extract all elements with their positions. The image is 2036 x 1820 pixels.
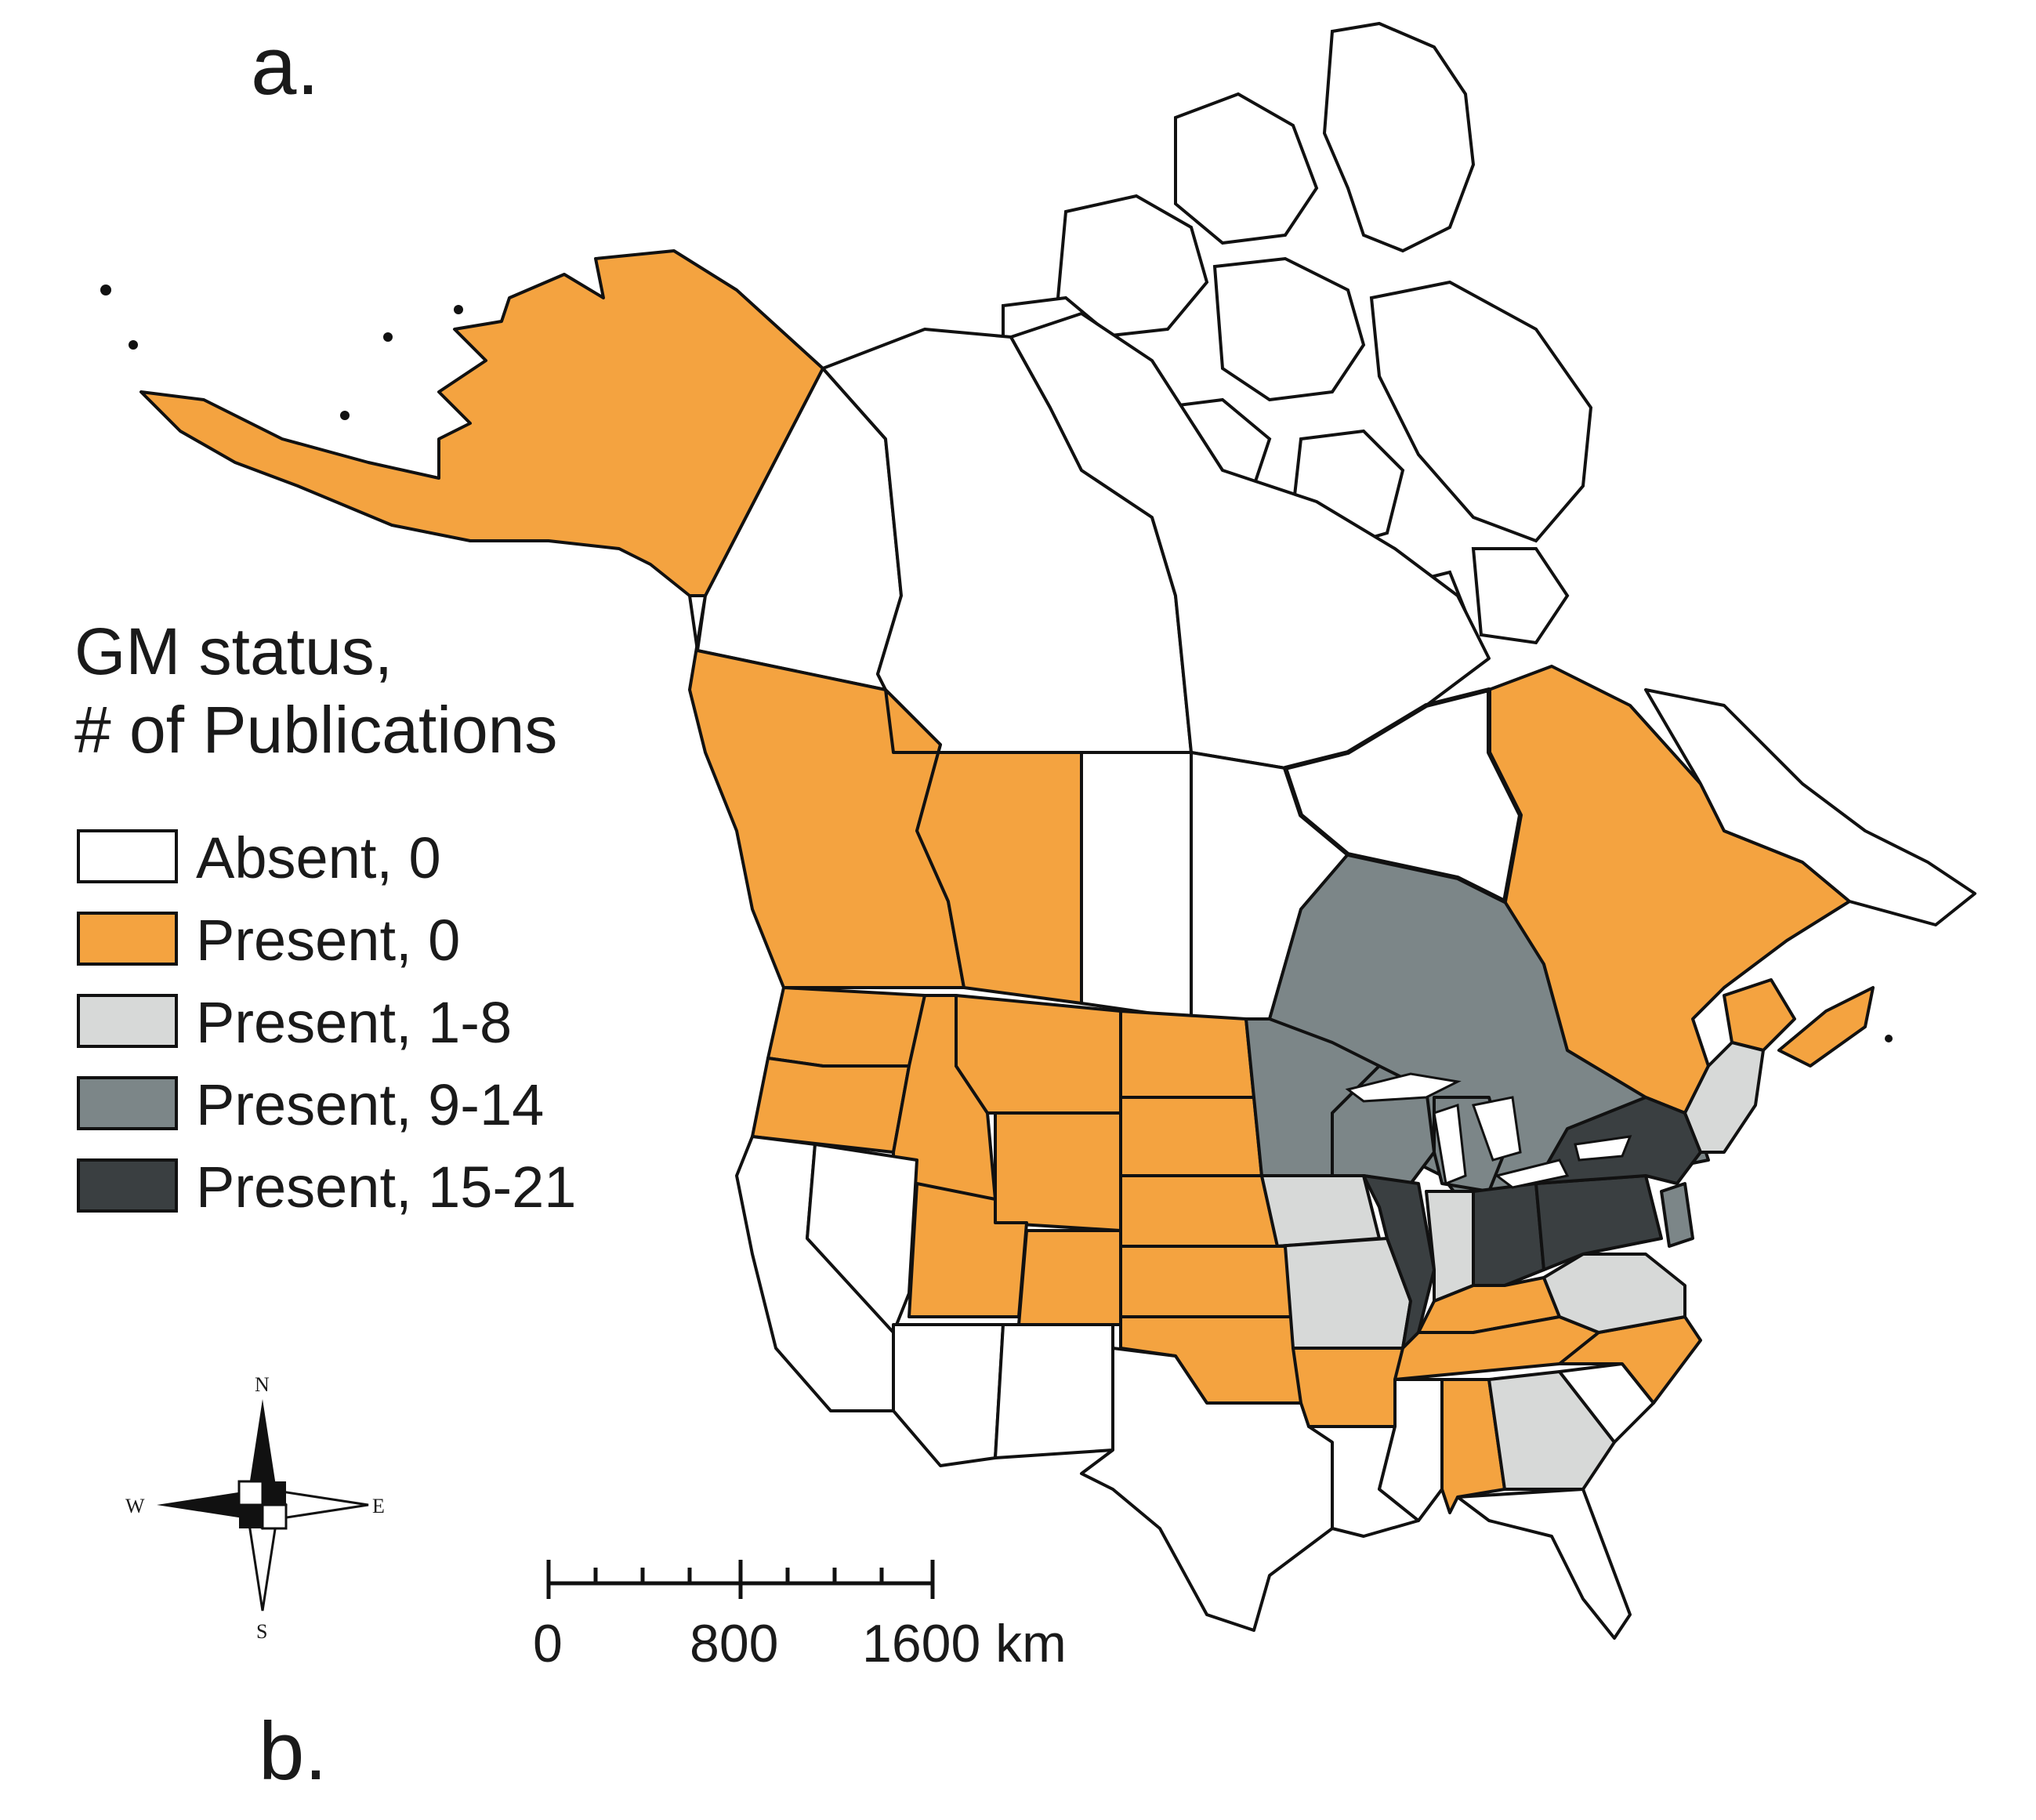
region-north-dakota (1119, 1010, 1255, 1099)
region-new-england (1683, 1041, 1765, 1154)
legend-label-present-9-14: Present, 9-14 (196, 1072, 544, 1137)
legend-item-present-15-21: Present, 15-21 (77, 1155, 576, 1220)
legend-title-line1: GM status, (74, 615, 393, 688)
panel-label-b: b. (259, 1706, 328, 1797)
coastline-hudson-bay (1283, 687, 1523, 904)
legend-label-absent: Absent, 0 (196, 825, 441, 890)
legend-label-present-0: Present, 0 (196, 908, 460, 973)
region-new-mexico (994, 1323, 1114, 1459)
scale-tick-0: 0 (533, 1614, 563, 1673)
region-texas (1080, 1347, 1334, 1632)
legend-label-present-15-21: Present, 15-21 (196, 1155, 576, 1220)
region-missouri (1276, 1237, 1412, 1350)
region-nevada (806, 1143, 918, 1334)
region-utah (908, 1182, 1028, 1318)
scale-bar (546, 1560, 935, 1599)
region-washington (766, 986, 926, 1068)
legend-item-present-0: Present, 0 (77, 908, 460, 973)
small-islands (100, 285, 1893, 1042)
compass-west-label: W (125, 1495, 145, 1517)
legend-swatch-present-1-8 (77, 994, 178, 1048)
legend-swatch-present-15-21 (77, 1158, 178, 1213)
great-lakes (1345, 1072, 1632, 1189)
scale-tick-1600: 1600 km (862, 1614, 1067, 1673)
legend-item-present-1-8: Present, 1-8 (77, 990, 512, 1055)
legend: GM status, # of Publications Absent, 0 P… (74, 615, 576, 1220)
region-wyoming (994, 1111, 1122, 1232)
compass-rose-icon: N S E W (125, 1373, 385, 1643)
region-new-brunswick (1723, 978, 1796, 1052)
legend-item-present-9-14: Present, 9-14 (77, 1072, 544, 1137)
legend-swatch-absent (77, 829, 178, 883)
region-alberta (884, 688, 1083, 1005)
compass-east-label: E (372, 1495, 385, 1517)
panel-label-a: a. (251, 20, 320, 112)
region-newfoundland-labrador (1644, 688, 1976, 926)
compass-south-label: S (256, 1620, 267, 1643)
region-arkansas (1292, 1347, 1404, 1428)
region-kansas (1119, 1245, 1295, 1318)
region-arizona (892, 1323, 1005, 1467)
region-ohio (1472, 1182, 1545, 1287)
region-florida (1456, 1488, 1632, 1640)
region-georgia (1487, 1370, 1616, 1491)
region-south-dakota (1119, 1096, 1263, 1177)
legend-item-absent: Absent, 0 (77, 825, 441, 890)
legend-swatch-present-0 (77, 912, 178, 966)
region-nova-scotia (1777, 986, 1875, 1068)
legend-swatch-present-9-14 (77, 1076, 178, 1130)
compass-north-label: N (255, 1373, 270, 1396)
region-colorado (1017, 1229, 1122, 1326)
region-alaska (139, 249, 824, 597)
region-indiana (1425, 1190, 1475, 1303)
region-iowa (1260, 1174, 1381, 1248)
region-saskatchewan (1080, 751, 1193, 1021)
legend-label-present-1-8: Present, 1-8 (196, 990, 512, 1055)
scale-tick-800: 800 (690, 1614, 778, 1673)
region-montana (955, 994, 1122, 1115)
region-nebraska (1119, 1174, 1279, 1248)
north-america-map (100, 21, 1976, 1640)
legend-title-line2: # of Publications (74, 693, 557, 767)
region-new-jersey (1660, 1182, 1694, 1248)
region-virginia (1542, 1253, 1686, 1334)
